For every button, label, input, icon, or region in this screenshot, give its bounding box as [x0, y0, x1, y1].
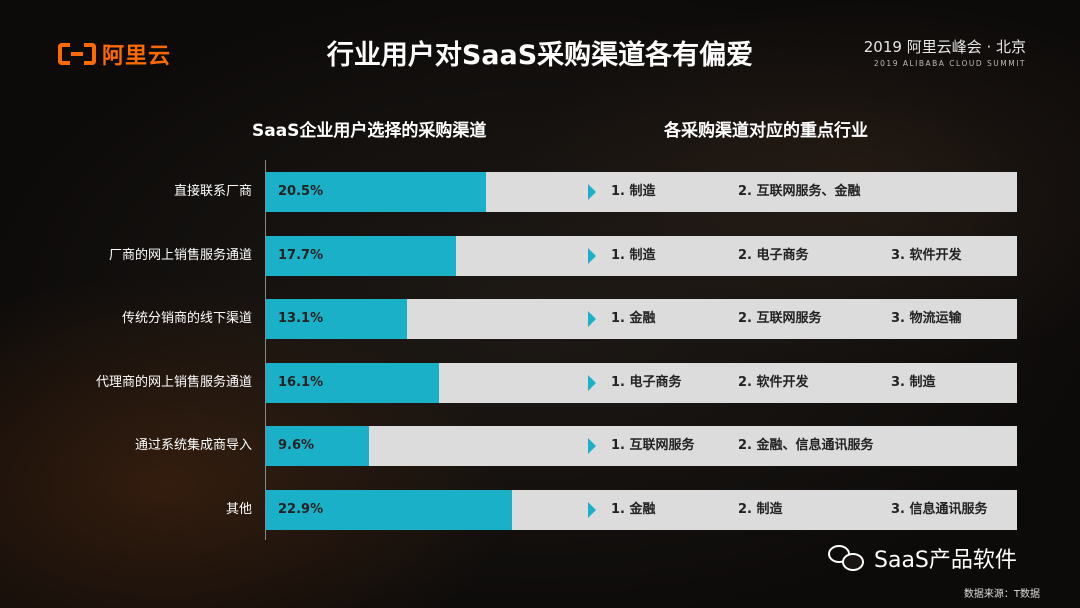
chart-axis [265, 160, 266, 540]
value-label: 17.7% [278, 247, 324, 263]
industries-title: 各采购渠道对应的重点行业 [664, 121, 868, 141]
bar [266, 489, 512, 530]
alibaba-cloud-logo-icon [58, 43, 96, 65]
bar-track: 9.6% 1. 互联网服务 2. 金融、信息通讯服务 [266, 426, 1017, 466]
data-source: 数据来源：T数据 [963, 589, 1040, 600]
arrow-icon [588, 374, 596, 391]
bar [266, 172, 486, 212]
bar [266, 426, 369, 466]
value-label: 9.6% [278, 438, 315, 453]
bar-track: 17.7% 1. 制造 2. 电子商务 3. 软件开发 [266, 235, 1017, 276]
wechat-watermark: SaaS产品软件 [828, 542, 1017, 574]
category-label: 直接联系厂商 [173, 184, 252, 199]
chart-row: 代理商的网上销售服务通道 16.1% 1. 电子商务 2. 软件开发 3. 制造 [0, 362, 1080, 403]
industry-item: 3. 物流运输 [891, 311, 962, 326]
arrow-icon [588, 247, 596, 264]
industry-item: 1. 制造 [611, 247, 656, 263]
arrow-icon [588, 184, 596, 200]
arrow-icon [588, 311, 596, 327]
industry-item: 2. 电子商务 [738, 247, 809, 263]
bar-track: 13.1% 1. 金融 2. 互联网服务 3. 物流运输 [266, 299, 1017, 339]
category-label: 其他 [225, 501, 252, 517]
category-label: 厂商的网上销售服务通道 [108, 247, 252, 263]
summit-title: 2019 阿里云峰会 · 北京 [863, 38, 1026, 56]
chart-row: 通过系统集成商导入 9.6% 1. 互联网服务 2. 金融、信息通讯服务 [0, 426, 1080, 466]
category-label: 代理商的网上销售服务通道 [95, 374, 252, 390]
summit-subtitle: 2019 ALIBABA CLOUD SUMMIT [873, 59, 1026, 68]
category-label: 传统分销商的线下渠道 [121, 311, 252, 326]
chart-row: 其他 22.9% 1. 金融 2. 制造 3. 信息通讯服务 [0, 489, 1080, 530]
chart-row: 直接联系厂商 20.5% 1. 制造 2. 互联网服务、金融 [0, 172, 1080, 212]
bar-track: 16.1% 1. 电子商务 2. 软件开发 3. 制造 [266, 362, 1017, 403]
chart-row: 厂商的网上销售服务通道 17.7% 1. 制造 2. 电子商务 3. 软件开发 [0, 235, 1080, 276]
arrow-icon [588, 438, 596, 454]
industry-item: 2. 互联网服务、金融 [738, 184, 861, 199]
value-label: 20.5% [278, 184, 324, 199]
industry-item: 2. 金融、信息通讯服务 [738, 438, 874, 453]
watermark-text: SaaS产品软件 [874, 548, 1017, 573]
chart-row: 传统分销商的线下渠道 13.1% 1. 金融 2. 互联网服务 3. 物流运输 [0, 299, 1080, 339]
industry-item: 1. 电子商务 [611, 374, 682, 390]
category-label: 通过系统集成商导入 [134, 438, 252, 453]
industry-item: 3. 制造 [891, 374, 936, 390]
arrow-icon [588, 501, 596, 518]
chart-title: SaaS企业用户选择的采购渠道 [252, 121, 487, 141]
industry-item: 1. 制造 [611, 184, 656, 199]
industry-item: 3. 信息通讯服务 [891, 501, 988, 517]
bar [266, 235, 456, 276]
industry-item: 1. 互联网服务 [611, 438, 695, 453]
industry-item: 1. 金融 [611, 501, 656, 517]
bar-track: 22.9% 1. 金融 2. 制造 3. 信息通讯服务 [266, 489, 1017, 530]
industry-item: 1. 金融 [611, 311, 656, 326]
industry-item: 2. 制造 [738, 501, 783, 517]
value-label: 13.1% [278, 311, 324, 326]
summit-badge: 2019 阿里云峰会 · 北京 2019 ALIBABA CLOUD SUMMI… [864, 36, 1026, 68]
value-label: 22.9% [278, 501, 324, 517]
industry-item: 2. 软件开发 [738, 374, 809, 390]
industry-item: 2. 互联网服务 [738, 311, 822, 326]
bar [266, 299, 407, 339]
bar [266, 362, 439, 403]
logo-text: 阿里云 [102, 44, 172, 69]
industry-item: 3. 软件开发 [891, 247, 962, 263]
value-label: 16.1% [278, 374, 324, 390]
bar-track: 20.5% 1. 制造 2. 互联网服务、金融 [266, 172, 1017, 212]
page-title: 行业用户对SaaS采购渠道各有偏爱 [326, 40, 754, 71]
alibaba-cloud-logo: 阿里云 [58, 38, 171, 70]
wechat-icon [828, 543, 868, 573]
